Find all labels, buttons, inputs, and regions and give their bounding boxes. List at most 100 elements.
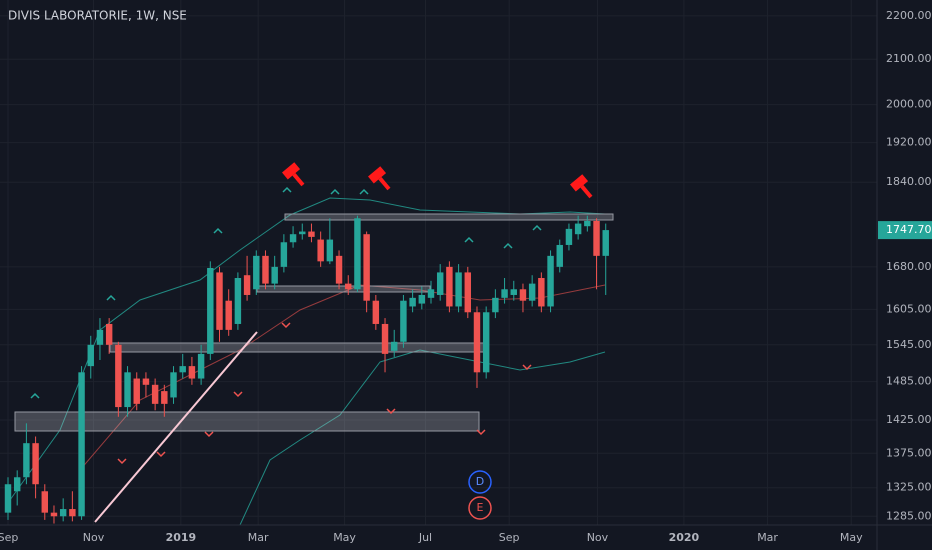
- candle-body: [253, 255, 260, 290]
- candle-body: [41, 491, 49, 513]
- zone: [284, 213, 614, 221]
- x-tick-label: Mar: [757, 531, 778, 544]
- y-tick-label: 1485.00: [886, 375, 932, 388]
- candle-body: [23, 443, 30, 478]
- candles: [4, 215, 609, 524]
- event-marker[interactable]: [468, 470, 492, 494]
- candle-body: [519, 289, 527, 301]
- candle-body: [436, 272, 444, 295]
- candle-body: [391, 341, 398, 351]
- candle-body: [317, 239, 324, 262]
- candle-body: [105, 323, 113, 345]
- candle-body: [59, 509, 67, 517]
- zone: [256, 285, 431, 293]
- candle-body: [308, 231, 315, 237]
- candle-body: [225, 300, 232, 330]
- candle-body: [188, 366, 196, 379]
- hammer-icons: [282, 162, 593, 199]
- y-tick-label: 1680.00: [886, 260, 932, 273]
- x-tick-label: May: [840, 531, 863, 544]
- candle-body: [345, 283, 352, 290]
- chart-title: DIVIS LABORATORIE, 1W, NSE: [8, 9, 187, 23]
- candle-body: [13, 477, 21, 492]
- candle-body: [78, 372, 85, 517]
- middle-band: [79, 284, 606, 471]
- event-marker[interactable]: [468, 496, 492, 520]
- y-tick-label: 1545.00: [886, 338, 932, 351]
- candle-body: [446, 266, 453, 307]
- candle-body: [418, 294, 426, 304]
- candle-body: [538, 278, 545, 307]
- x-tick-label: Sep: [0, 531, 18, 544]
- x-tick-label: Jul: [418, 531, 432, 544]
- x-tick-label: Sep: [499, 531, 520, 544]
- y-tick-label: 1605.00: [886, 302, 932, 315]
- y-tick-label: 2200.00: [886, 9, 932, 22]
- candle-body: [547, 255, 554, 307]
- x-tick-label: Nov: [83, 531, 105, 544]
- candle-body: [271, 266, 278, 284]
- candle-body: [602, 230, 609, 256]
- candle-body: [354, 218, 361, 290]
- x-tick-label: 2020: [669, 531, 700, 544]
- candle-body: [464, 272, 472, 313]
- candle-body: [593, 220, 600, 256]
- candle-body: [556, 244, 563, 267]
- candle-body: [455, 272, 462, 307]
- y-tick-label: 1285.00: [886, 509, 932, 522]
- candle-body: [234, 278, 242, 324]
- candle-body: [326, 239, 334, 262]
- candle-body: [372, 300, 380, 324]
- y-tick-label: 2100.00: [886, 52, 932, 65]
- x-tick-label: Nov: [587, 531, 609, 544]
- candle-body: [335, 255, 343, 284]
- x-tick-label: Mar: [248, 531, 269, 544]
- candle-body: [289, 234, 297, 243]
- candle-body: [115, 344, 122, 408]
- candle-body: [207, 267, 214, 354]
- lower-band: [239, 349, 606, 526]
- x-tick-label: 2019: [166, 531, 197, 544]
- zone: [14, 411, 480, 432]
- candle-body: [565, 228, 573, 245]
- candle-body: [179, 366, 186, 373]
- y-tick-label: 1840.00: [886, 175, 932, 188]
- candle-body: [69, 509, 76, 517]
- candle-body: [133, 378, 140, 404]
- candle-body: [50, 512, 58, 517]
- zone: [109, 342, 486, 353]
- candle-body: [170, 372, 177, 398]
- candle-body: [124, 372, 131, 408]
- candle-body: [161, 391, 168, 404]
- last-price-label: 1747.70: [886, 223, 932, 236]
- y-tick-label: 2000.00: [886, 98, 932, 111]
- axes: 1285.00 1325.00 1375.00 1425.00 1485.00 1545.…: [0, 9, 932, 544]
- x-tick-label: May: [333, 531, 356, 544]
- grid: [0, 0, 877, 525]
- candle-body: [197, 353, 205, 379]
- candle-body: [427, 289, 435, 298]
- candle-body: [473, 312, 481, 373]
- candle-body: [280, 242, 288, 267]
- candle-body: [381, 323, 389, 354]
- candle-body: [363, 234, 370, 301]
- candle-body: [409, 297, 416, 307]
- candle-body: [142, 378, 150, 385]
- y-tick-label: 1325.00: [886, 481, 932, 494]
- candle-body: [151, 384, 159, 404]
- candle-body: [299, 231, 306, 235]
- candle-body: [32, 443, 39, 485]
- candle-body: [492, 297, 499, 313]
- candle-body: [510, 289, 517, 295]
- candle-body: [216, 272, 223, 330]
- trend-line: [94, 331, 258, 523]
- candle-body: [243, 275, 251, 295]
- candle-body: [574, 223, 582, 235]
- y-tick-label: 1375.00: [886, 446, 932, 459]
- candle-body: [400, 300, 407, 342]
- candle-body: [4, 484, 12, 513]
- event-marker-label: E: [477, 501, 484, 514]
- candle-body: [501, 289, 508, 298]
- candle-body: [584, 220, 591, 227]
- event-marker-label: D: [476, 475, 484, 488]
